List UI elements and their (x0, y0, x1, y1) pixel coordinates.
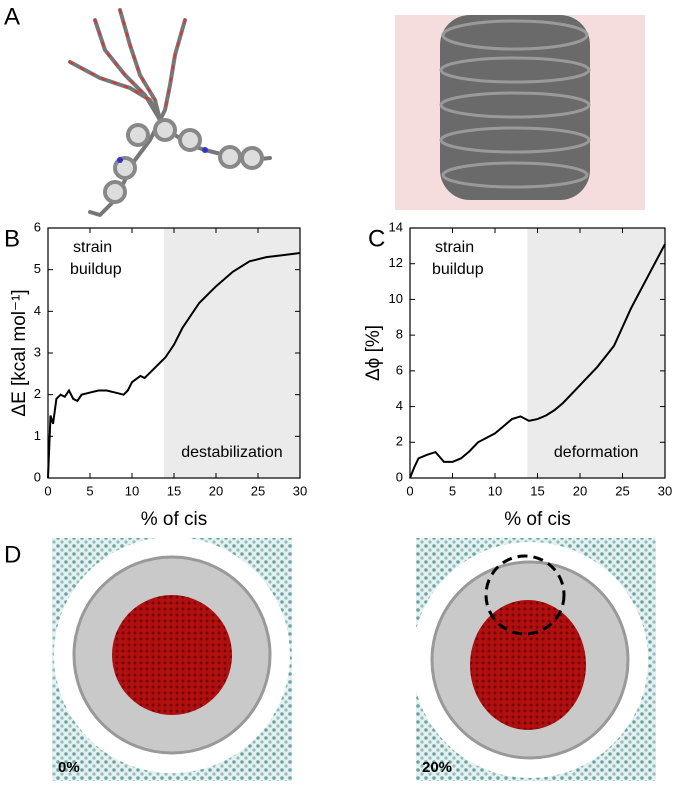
x-tick-label: 10 (125, 483, 139, 498)
molecule-illustration (68, 8, 272, 217)
shaded-region (527, 228, 665, 478)
x-tick-label: 10 (488, 483, 502, 498)
snapshot-20 (412, 538, 656, 781)
data-line (47, 252, 301, 479)
y-tick-label: 8 (396, 327, 403, 342)
annotation: buildup (70, 261, 122, 278)
x-tick-label: 0 (406, 483, 413, 498)
y-tick-label: 5 (34, 261, 41, 276)
x-tick-label: 15 (530, 483, 544, 498)
plot-frame (409, 227, 666, 479)
y-tick-label: 2 (396, 434, 403, 449)
annotation: strain (73, 239, 112, 256)
y-tick-label: 6 (34, 219, 41, 234)
plot-frame (47, 227, 301, 479)
x-tick-label: 0 (44, 483, 51, 498)
y-tick-label: 0 (396, 469, 403, 484)
y-tick-label: 14 (389, 219, 403, 234)
annotation: destabilization (181, 444, 282, 461)
cylinder-illustration (395, 15, 645, 210)
panel-label: B (4, 225, 20, 252)
annotation: strain (435, 239, 474, 256)
panel-label: D (4, 541, 21, 568)
image-label: 20% (422, 759, 452, 776)
x-tick-label: 5 (86, 483, 93, 498)
shaded-region (163, 228, 300, 478)
y-axis-label: Δϕ [%] (363, 325, 384, 381)
y-tick-label: 4 (396, 398, 403, 413)
image-label: 0% (58, 759, 80, 776)
x-tick-label: 20 (573, 483, 587, 498)
data-line (409, 243, 666, 479)
snapshot-0 (52, 537, 292, 781)
x-tick-label: 25 (251, 483, 265, 498)
y-axis-label: ΔE [kcal mol⁻¹] (9, 289, 30, 416)
x-tick-label: 5 (449, 483, 456, 498)
x-tick-label: 30 (293, 483, 307, 498)
panel-label: A (4, 3, 20, 30)
y-tick-label: 3 (34, 344, 41, 359)
annotation: buildup (432, 261, 484, 278)
y-tick-label: 10 (389, 291, 403, 306)
y-tick-label: 12 (389, 255, 403, 270)
x-axis-label: % of cis (504, 509, 571, 530)
y-tick-label: 4 (34, 303, 41, 318)
y-tick-label: 1 (34, 428, 41, 443)
x-tick-label: 30 (658, 483, 672, 498)
y-tick-label: 0 (34, 469, 41, 484)
y-tick-label: 6 (396, 362, 403, 377)
panel-label: C (368, 225, 385, 252)
x-tick-label: 20 (209, 483, 223, 498)
y-tick-label: 2 (34, 386, 41, 401)
x-axis-label: % of cis (141, 509, 208, 530)
x-tick-label: 15 (167, 483, 181, 498)
annotation: deformation (554, 444, 639, 461)
x-tick-label: 25 (615, 483, 629, 498)
